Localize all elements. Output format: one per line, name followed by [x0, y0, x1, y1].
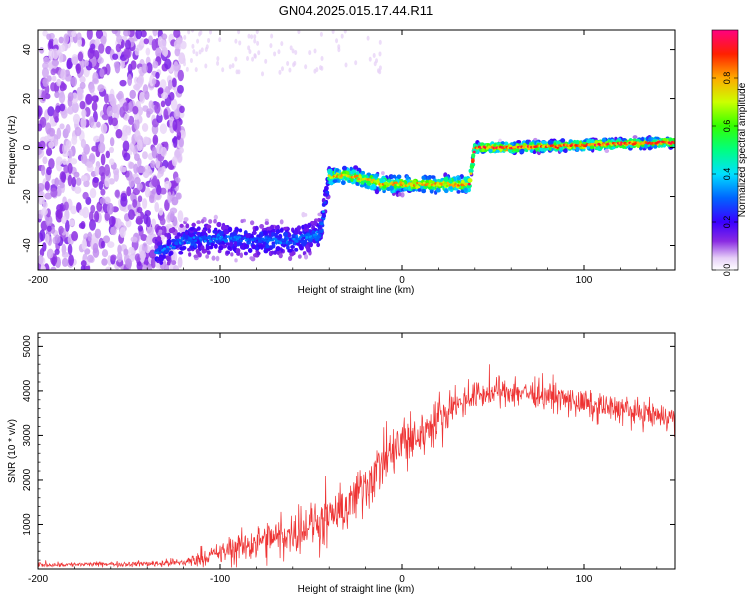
- snr-ylabel: SNR (10 * v/v): [7, 419, 18, 483]
- x-tick-label: -200: [28, 574, 48, 585]
- snr-series: [38, 364, 675, 568]
- colorbar-ticks: 0.0 0.2 0.4 0.6 0.8: [712, 72, 738, 277]
- x-tick-label: -200: [28, 275, 48, 286]
- y-tick-label: 1000: [22, 513, 33, 536]
- colorbar-label: Normalized spectral amplitude: [737, 82, 748, 217]
- colorbar-frame: [711, 29, 739, 271]
- colorbar-tick-label: 0.4: [722, 168, 732, 181]
- x-tick-label: -100: [210, 275, 230, 286]
- y-tick-label: 2000: [22, 468, 33, 491]
- y-tick-label: 3000: [22, 424, 33, 447]
- figure-title: GN04.2025.015.17.44.R11: [279, 3, 433, 18]
- snr-panel: -200 -100 0 100 1000 2000 3000 4000 5000 Height …: [7, 332, 676, 595]
- y-tick-label: 40: [22, 44, 33, 56]
- colorbar: 0.0 0.2 0.4 0.6 0.8 Normalized spectral ampl…: [711, 29, 748, 277]
- snr-frame: [37, 332, 676, 570]
- snr-line: [38, 364, 675, 568]
- y-tick-label: 20: [22, 93, 33, 105]
- spectrogram-xlabel: Height of straight line (km): [298, 285, 415, 296]
- y-tick-label: -40: [22, 238, 33, 253]
- colorbar-tick-label: 0.8: [722, 72, 732, 85]
- spectrogram-image: [38, 30, 675, 270]
- x-tick-label: -100: [210, 574, 230, 585]
- x-tick-label: 100: [576, 574, 593, 585]
- x-tick-label: 100: [576, 275, 593, 286]
- spectrogram-ylabel: Frequency (Hz): [7, 116, 18, 185]
- x-tick-label: 0: [399, 275, 405, 286]
- spectrogram-frame: [37, 29, 676, 271]
- colorbar-gradient: [712, 30, 738, 270]
- colorbar-tick-label: 0.6: [722, 120, 732, 133]
- y-tick-label: 5000: [22, 335, 33, 358]
- snr-xlabel: Height of straight line (km): [298, 584, 415, 595]
- colorbar-tick-label: 0.0: [722, 264, 732, 277]
- x-tick-label: 0: [399, 574, 405, 585]
- y-tick-label: 0: [22, 144, 33, 150]
- snr-axes: -200 -100 0 100 1000 2000 3000 4000 5000: [22, 333, 675, 585]
- y-tick-label: -20: [22, 189, 33, 204]
- colorbar-tick-label: 0.2: [722, 216, 732, 229]
- y-tick-label: 4000: [22, 379, 33, 402]
